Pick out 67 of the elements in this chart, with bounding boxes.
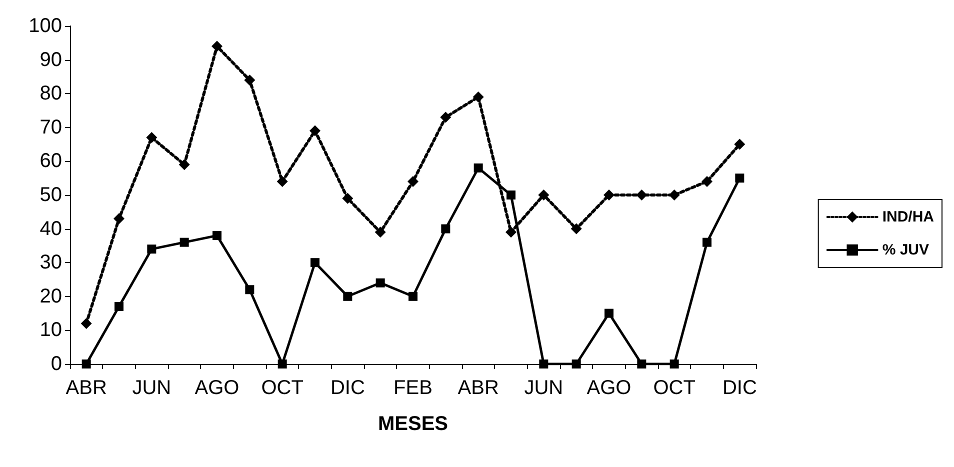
x-tick-label: AGO	[194, 377, 240, 399]
y-tick-label: 10	[40, 319, 62, 342]
point	[474, 163, 483, 172]
point	[702, 176, 712, 187]
point	[440, 112, 452, 123]
point	[506, 190, 516, 200]
point	[539, 360, 548, 368]
point	[276, 176, 288, 187]
point	[570, 223, 582, 234]
point	[702, 238, 712, 247]
y-tick-label: 70	[40, 116, 62, 138]
y-tick-label: 0	[50, 353, 62, 375]
point	[147, 244, 156, 254]
x-tick-label: DIC	[330, 377, 365, 399]
point	[376, 278, 385, 288]
y-tick-label: 50	[40, 184, 62, 206]
y-tick-label: 20	[40, 285, 62, 308]
y-tick-label: 60	[40, 150, 62, 172]
point	[735, 174, 744, 183]
point	[572, 360, 581, 368]
legend-label: % JUV	[882, 242, 930, 258]
point	[343, 292, 352, 301]
x-tick-label: ABR	[458, 377, 499, 399]
x-tick-label: DIC	[722, 377, 757, 399]
point	[114, 213, 124, 224]
point	[472, 91, 484, 102]
point	[604, 308, 614, 318]
x-axis-title: MESES	[378, 413, 448, 435]
point	[670, 360, 679, 368]
point	[604, 190, 614, 200]
point	[180, 238, 189, 247]
point	[668, 190, 680, 200]
point	[310, 125, 320, 136]
point	[82, 360, 91, 368]
point	[734, 138, 746, 150]
point	[278, 360, 287, 368]
x-tick-label: FEB	[394, 377, 432, 399]
point	[408, 176, 418, 187]
point	[441, 224, 450, 234]
point	[374, 226, 386, 238]
x-tick-label: OCT	[653, 377, 696, 399]
x-tick-label: AGO	[586, 377, 632, 399]
y-tick-label: 40	[40, 218, 62, 240]
point	[637, 360, 646, 368]
point	[212, 231, 222, 240]
point	[244, 74, 256, 86]
y-tick-label: 80	[40, 82, 62, 105]
point	[178, 159, 190, 170]
point	[212, 40, 222, 52]
x-tick-label: JUN	[132, 377, 172, 399]
y-tick-label: 90	[40, 48, 62, 71]
x-tick-label: JUN	[524, 377, 564, 399]
point	[506, 226, 516, 238]
point	[80, 318, 92, 329]
x-tick-label: ABR	[66, 377, 107, 399]
point	[310, 258, 320, 268]
point	[342, 192, 354, 204]
y-tick-label: 30	[40, 252, 62, 274]
point	[408, 292, 418, 301]
point	[538, 190, 550, 200]
point	[146, 132, 158, 144]
point	[636, 190, 648, 200]
point	[245, 285, 254, 294]
legend-label: IND/HA	[882, 208, 934, 226]
x-tick-label: OCT	[261, 377, 304, 399]
y-tick-label: 100	[28, 15, 62, 37]
point	[114, 302, 124, 312]
